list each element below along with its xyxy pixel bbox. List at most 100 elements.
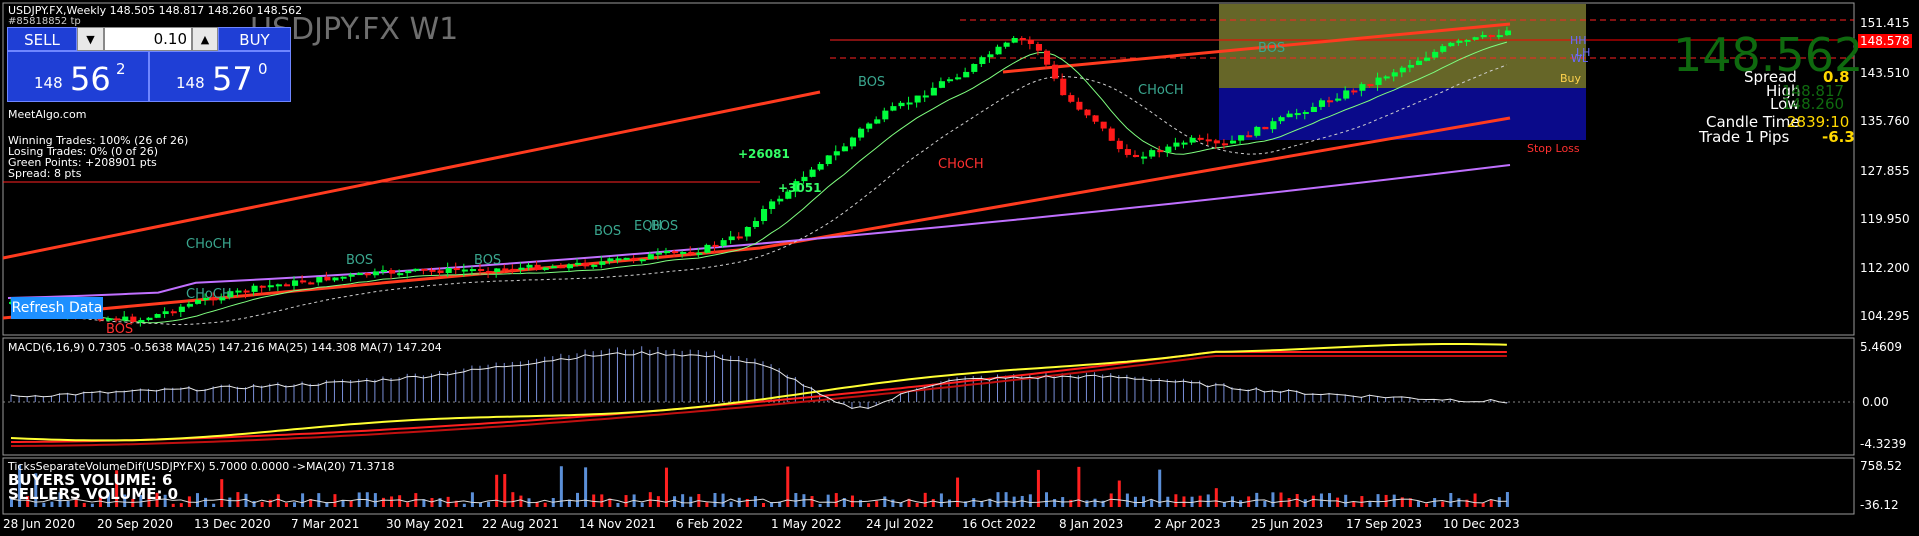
candle xyxy=(898,102,905,107)
bos-label: BOS xyxy=(1258,41,1286,56)
volume-bar xyxy=(770,502,774,507)
symbol-info: USDJPY.FX,Weekly 148.505 148.817 148.260… xyxy=(8,4,303,17)
candle xyxy=(631,257,638,260)
candle xyxy=(162,311,169,315)
candle xyxy=(655,252,662,255)
volume-bar xyxy=(212,503,216,507)
candle xyxy=(1181,142,1188,145)
volume-bar xyxy=(1077,466,1081,507)
channel-lower-2 xyxy=(759,116,1511,250)
candle xyxy=(429,269,436,272)
bos-label: BOS xyxy=(346,253,374,268)
volume-bar xyxy=(600,494,604,507)
candle xyxy=(599,261,606,265)
volume-bar xyxy=(252,501,256,507)
volume-bar xyxy=(624,495,628,507)
candle xyxy=(1027,39,1034,44)
lot-size-input[interactable] xyxy=(104,27,192,51)
volume-bar xyxy=(964,501,968,507)
candle xyxy=(906,102,913,105)
volume-bar xyxy=(640,502,644,507)
candle xyxy=(421,268,428,271)
volume-bar xyxy=(406,502,410,507)
candle xyxy=(1157,150,1164,153)
candle xyxy=(1472,37,1479,40)
sell-button[interactable]: SELL xyxy=(7,27,77,51)
volume-bar xyxy=(446,496,450,507)
candle xyxy=(550,266,557,269)
candle xyxy=(275,284,282,287)
candle xyxy=(914,95,921,103)
volume-bar xyxy=(131,498,135,507)
candle xyxy=(825,155,832,165)
candle xyxy=(1092,115,1099,122)
candle xyxy=(372,271,379,276)
volume-bar xyxy=(794,493,798,507)
candle xyxy=(445,268,452,273)
volume-bar xyxy=(1069,499,1073,507)
volume-bar xyxy=(220,479,224,507)
candle xyxy=(1375,77,1382,85)
candle xyxy=(1238,135,1245,141)
volume-bar xyxy=(656,496,660,507)
volume-bar xyxy=(309,498,313,507)
volume-bar xyxy=(42,502,46,507)
candle xyxy=(946,79,954,82)
volume-bar xyxy=(996,492,1000,507)
volume-bar xyxy=(1053,498,1057,507)
macd-ma-red xyxy=(11,351,1507,443)
time-tick: 30 May 2021 xyxy=(386,517,465,531)
volume-bar xyxy=(762,503,765,507)
volume-bar xyxy=(616,502,620,507)
sell-quote-button[interactable]: 148 56 2 xyxy=(7,51,149,102)
volume-bar xyxy=(1457,498,1461,507)
volume-bar xyxy=(495,474,499,507)
volume-bar xyxy=(293,502,297,507)
candle xyxy=(227,291,234,298)
candle xyxy=(1165,146,1172,153)
volume-bar xyxy=(74,497,78,507)
bos-label-bear: BOS xyxy=(106,322,134,337)
volume-bar xyxy=(179,503,183,507)
candle xyxy=(1262,126,1269,130)
volume-bar xyxy=(1206,494,1210,507)
volume-bar xyxy=(705,502,709,507)
volume-bar xyxy=(1489,499,1493,507)
channel-upper-2 xyxy=(1002,22,1511,74)
volume-bar xyxy=(883,496,887,507)
buy-button[interactable]: BUY xyxy=(218,27,291,51)
volume-bar xyxy=(721,493,725,507)
volume-bar xyxy=(1497,497,1501,507)
volume-bar xyxy=(1109,493,1113,507)
candle xyxy=(558,266,565,269)
candle xyxy=(1496,35,1503,38)
candle xyxy=(607,258,614,262)
site-link[interactable]: MeetAlgo.com xyxy=(8,108,87,121)
volume-bar xyxy=(26,495,30,507)
spread-value: 0.8 xyxy=(1823,68,1850,86)
macd-panel-area[interactable] xyxy=(2,337,1855,456)
refresh-data-button[interactable]: Refresh Data xyxy=(11,297,103,319)
volume-bar xyxy=(947,499,951,507)
buy-quote-button[interactable]: 148 57 0 xyxy=(149,51,291,102)
volume-bar xyxy=(58,492,62,507)
volume-bar xyxy=(923,492,927,507)
volume-bar xyxy=(1336,497,1340,507)
volume-bar xyxy=(430,497,434,507)
volume-bar xyxy=(1117,480,1121,507)
volume-bar xyxy=(1214,488,1218,507)
volume-bar xyxy=(1360,496,1364,507)
time-tick: 13 Dec 2020 xyxy=(194,517,271,531)
candle xyxy=(1197,137,1204,140)
volume-bar xyxy=(107,492,111,507)
candle xyxy=(752,221,759,228)
volume-bar xyxy=(163,494,167,507)
lot-decrease-button[interactable]: ▼ xyxy=(77,27,104,51)
volume-bar xyxy=(673,496,677,507)
candle xyxy=(874,119,881,124)
lot-increase-button[interactable]: ▲ xyxy=(192,27,218,51)
candle xyxy=(194,300,202,304)
volume-bar xyxy=(875,500,879,507)
volume-bar xyxy=(810,496,814,507)
